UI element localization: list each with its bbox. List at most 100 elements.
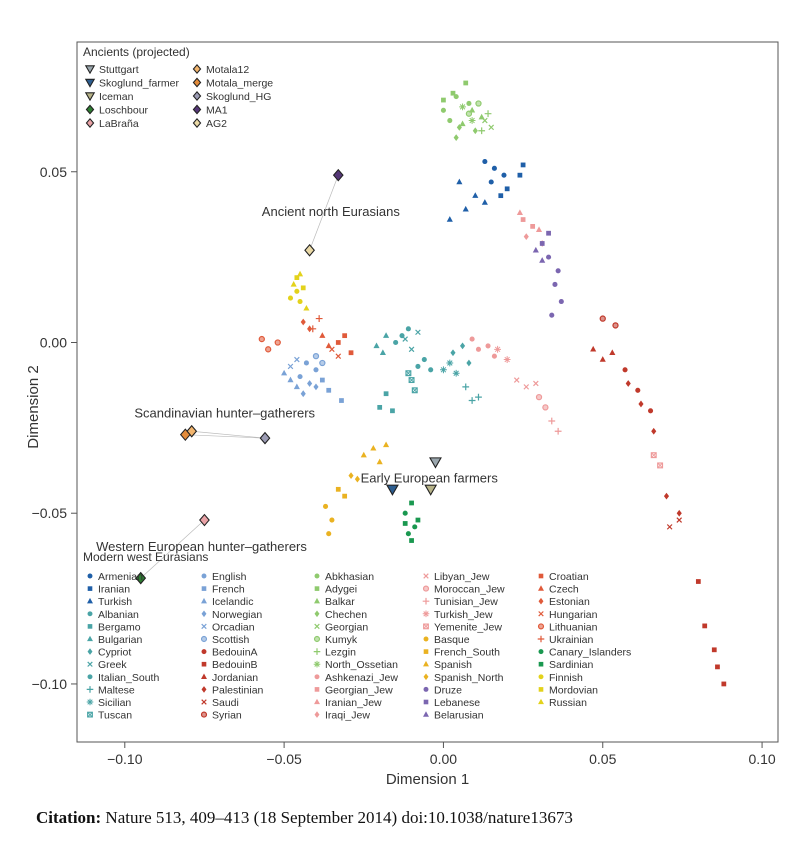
- legend-label-druze: Druze: [434, 684, 462, 696]
- point-bergamo: [383, 391, 389, 397]
- legend-label-turkish-jew: Turkish_Jew: [434, 609, 493, 621]
- ancients-legend: Ancients (projected) Stuttgart Skoglund_fa…: [83, 45, 273, 130]
- point-icelandic: [281, 369, 288, 376]
- point-bedouina: [647, 408, 654, 414]
- annotation-ancient-north-eurasians: Ancient north Eurasians: [262, 204, 401, 219]
- legend-entry-turkish: Turkish: [87, 596, 132, 608]
- legend-label-lezgin: Lezgin: [325, 647, 356, 659]
- legend-marker-jordanian: [201, 673, 207, 679]
- point-estonian: [300, 318, 306, 326]
- legend-label-hungarian: Hungarian: [549, 609, 598, 621]
- point-greek: [402, 336, 408, 342]
- legend-marker-russian: [538, 698, 544, 705]
- point-syrian: [599, 315, 606, 322]
- point-norwegian: [300, 390, 306, 398]
- point-libyan-jew: [533, 380, 539, 387]
- point-turkish: [462, 205, 469, 212]
- point-russian: [296, 270, 304, 277]
- legend-entry-sardinian: Sardinian: [538, 659, 594, 671]
- connector-line: [185, 434, 266, 439]
- legend-entry-bulgarian: Bulgarian: [87, 634, 143, 646]
- point-druze: [558, 298, 564, 305]
- legend-entry-libyan-jew: Libyan_Jew: [423, 571, 490, 583]
- legend-entry-georgian: Georgian: [314, 621, 368, 633]
- point-tunisian-jew: [554, 427, 562, 435]
- point-spanish: [383, 441, 390, 448]
- legend-label-ma1: MA1: [206, 105, 228, 117]
- legend-marker-spanish: [423, 660, 429, 667]
- legend-label-armenian: Armenian: [98, 571, 143, 583]
- ancient-points: [135, 168, 442, 585]
- legend-entry-adygei: Adygei: [314, 584, 357, 596]
- legend-marker-lithuanian: [537, 623, 545, 630]
- point-bedouina: [635, 387, 641, 393]
- point-canary-islanders: [412, 524, 418, 530]
- legend-label-abkhasian: Abkhasian: [325, 571, 374, 583]
- point-chechen: [453, 134, 459, 142]
- legend-marker-libyan-jew: [423, 573, 429, 579]
- legend-marker-tunisian-jew: [422, 597, 430, 605]
- legend-marker-loschbour: [85, 104, 95, 115]
- legend-entry-basque: Basque: [423, 634, 470, 646]
- x-axis-label: Dimension 1: [386, 771, 469, 788]
- point-saudi: [666, 524, 673, 530]
- point-abkhasian: [447, 117, 453, 124]
- connector-lines: [140, 175, 339, 579]
- legend-entry-hungarian: Hungarian: [538, 609, 598, 621]
- legend-label-north-ossetian: North_Ossetian: [325, 659, 398, 671]
- point-druze: [552, 281, 558, 287]
- legend-entry-french: French: [201, 584, 245, 596]
- point-turkish: [456, 178, 463, 185]
- legend-marker-tuscan: [87, 711, 93, 718]
- legend-marker-turkish: [87, 597, 93, 604]
- legend-label-georgian-jew: Georgian_Jew: [325, 684, 393, 696]
- point-bulgarian: [379, 349, 386, 355]
- point-cypriot: [450, 349, 456, 357]
- legend-entry-bergamo: Bergamo: [87, 621, 141, 633]
- legend-marker-greek: [87, 661, 93, 667]
- point-kumyk: [475, 100, 482, 107]
- point-iranian: [517, 172, 523, 178]
- point-finnish: [287, 295, 294, 301]
- point-spanish: [370, 444, 377, 451]
- legend-entry-canary-islanders: Canary_Islanders: [538, 647, 631, 659]
- point-lithuanian: [274, 339, 281, 346]
- legend-entry-skoglund-farmer: Skoglund_farmer: [84, 78, 179, 90]
- legend-label-spanish: Spanish: [434, 659, 472, 671]
- legend-label-ag2: AG2: [206, 118, 227, 130]
- legend-entry-scottish: Scottish: [200, 634, 250, 646]
- point-bedouinb: [702, 623, 708, 629]
- point-turkish-jew: [494, 345, 501, 353]
- ancient-stuttgart: [429, 457, 442, 469]
- legend-marker-norwegian: [201, 610, 207, 618]
- point-libyan-jew: [513, 377, 520, 383]
- point-yemenite-jew: [650, 452, 657, 459]
- ancient-iceman: [424, 484, 438, 496]
- point-abkhasian: [466, 100, 472, 107]
- legend-marker-italian-south: [87, 674, 93, 680]
- x-tick-label: −0.10: [107, 751, 143, 767]
- modern-points: [258, 80, 727, 687]
- point-lezgin: [484, 110, 492, 118]
- point-french: [339, 398, 344, 403]
- point-turkish: [481, 199, 488, 205]
- point-english: [313, 367, 319, 373]
- point-norwegian: [307, 380, 313, 387]
- legend-label-czech: Czech: [549, 584, 579, 596]
- point-finnish: [294, 288, 300, 294]
- legend-label-spanish-north: Spanish_North: [434, 672, 504, 684]
- legend-entry-motala-merge: Motala_merge: [192, 77, 273, 90]
- point-iranian-jew: [516, 209, 523, 215]
- legend-label-iranian: Iranian: [98, 584, 130, 596]
- legend-entry-italian-south: Italian_South: [87, 672, 159, 684]
- legend-marker-lebanese: [423, 699, 429, 705]
- point-french-south: [342, 493, 348, 499]
- point-palestinian: [676, 509, 682, 517]
- legend-label-russian: Russian: [549, 697, 587, 709]
- legend-marker-ukrainian: [537, 635, 545, 643]
- point-georgian-jew: [530, 224, 536, 229]
- point-orcadian: [294, 356, 300, 363]
- legend-marker-albanian: [87, 611, 93, 617]
- point-basque: [322, 503, 329, 509]
- legend-marker-saudi: [201, 699, 207, 705]
